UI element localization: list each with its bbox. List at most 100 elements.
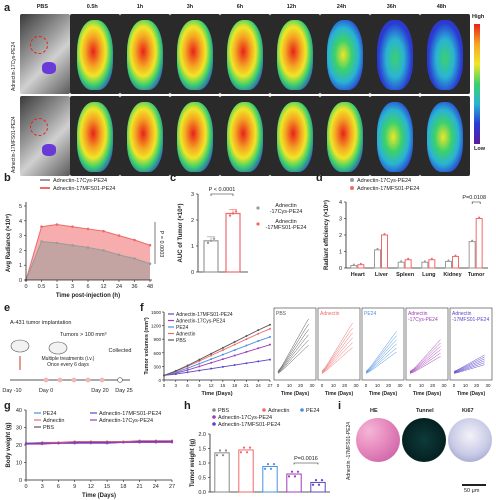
- legend-marker: [262, 408, 266, 412]
- mouse-heatmap: [177, 20, 213, 90]
- data-dot: [269, 467, 273, 470]
- data-point: [71, 225, 74, 229]
- mini-plot-frame: [405, 307, 449, 381]
- data-point: [57, 442, 60, 445]
- mouse-heatmap: [327, 20, 363, 90]
- data-point: [73, 442, 76, 445]
- data-dot: [447, 259, 450, 262]
- x-tick-label: 9: [73, 484, 76, 490]
- data-dot: [266, 463, 270, 466]
- chart-d: Adnectin-17Cys-PE24 Adnectin-17MFS01-PE24…: [324, 178, 488, 278]
- data-dot: [317, 483, 321, 486]
- step-treatment-schedule: Once every 6 days: [47, 362, 89, 368]
- bar: [286, 473, 302, 493]
- data-dot: [296, 470, 300, 473]
- x-tick-label: 0: [24, 284, 27, 290]
- legend-label: Adnectin: [275, 203, 296, 209]
- data-dot: [206, 241, 210, 245]
- legend-marker: [212, 415, 216, 419]
- mini-plot-title: -17Cys-PE24: [408, 317, 438, 323]
- legend-label: PBS: [43, 425, 54, 431]
- bar: [381, 234, 388, 269]
- intensity-scale: [474, 24, 480, 144]
- step-implantation: A-431 tumor implantation: [10, 320, 71, 326]
- data-dot: [224, 449, 228, 452]
- legend-label: Adnectin-17MFS01-PE24: [357, 186, 419, 192]
- bar: [475, 218, 483, 269]
- data-dot: [234, 210, 238, 213]
- data-point: [233, 364, 236, 367]
- row1-label: Adnectin-17Cys-PE24: [11, 41, 17, 91]
- y-tick-label: 0: [158, 378, 161, 383]
- data-point: [257, 332, 260, 335]
- imaging-tile: [320, 96, 370, 176]
- imaging-tile: [270, 96, 320, 176]
- x-tick-label: 3: [175, 383, 178, 388]
- bar: [374, 249, 381, 269]
- mouse-heatmap: [427, 20, 463, 90]
- y-tick-label: 2: [19, 248, 22, 254]
- data-dot: [376, 247, 379, 250]
- y-tick-label: 1.5: [198, 447, 206, 453]
- individual-curve: [453, 354, 485, 372]
- panel-letter-a: a: [4, 2, 11, 14]
- y-tick-label: 3: [191, 192, 194, 198]
- legend-marker: [212, 408, 216, 412]
- data-point: [40, 225, 43, 229]
- data-dot: [248, 446, 252, 449]
- legend-marker: [212, 422, 216, 426]
- data-point: [133, 257, 136, 260]
- y-tick-label: 5: [19, 204, 22, 210]
- legend-label: PE24: [176, 325, 188, 331]
- individual-curve: [409, 356, 441, 374]
- data-dot: [242, 446, 246, 449]
- panel-letter-h: h: [184, 400, 191, 412]
- mini-x-tick-label: 30: [485, 383, 491, 388]
- data-point: [186, 367, 189, 370]
- x-tick-label: 12: [209, 383, 215, 388]
- x-axis-label: Time (Days): [201, 391, 232, 397]
- imaging-tile: [270, 14, 320, 94]
- bar: [404, 259, 412, 269]
- y-tick-label: 0: [19, 478, 22, 484]
- individual-curve: [321, 337, 353, 373]
- data-point: [148, 262, 152, 266]
- x-axis-label: Time post-injection (h): [56, 293, 120, 299]
- data-point: [186, 364, 189, 367]
- legend-label: Adnectin-17MFS01-PE24: [176, 312, 233, 318]
- stain-title: Tunnel: [416, 408, 434, 414]
- y-tick-label: 1: [339, 250, 342, 256]
- step-collected: Collected: [109, 348, 132, 354]
- legend-label: Adnectin-17Cys-PE24: [53, 178, 107, 184]
- mini-x-tick-label: 30: [397, 383, 403, 388]
- x-tick-label: 27: [267, 383, 273, 388]
- x-axis-label: Time (Days): [82, 493, 116, 499]
- mini-plot-frame: [449, 307, 493, 381]
- legend-label: PBS: [176, 338, 187, 344]
- individual-curve: [453, 362, 485, 374]
- mini-plot-title: Adnectin: [452, 311, 472, 317]
- y-tick-label: 2: [191, 218, 194, 224]
- panel-letter-i: i: [338, 400, 342, 412]
- imaging-tile: [220, 96, 270, 176]
- data-point: [86, 246, 90, 249]
- data-dot: [320, 479, 324, 482]
- data-dot: [215, 454, 219, 457]
- y-axis-label: Radiant efficiency (×10⁸): [324, 200, 330, 270]
- data-point: [154, 441, 157, 444]
- y-axis-label: AUC of Tumor (×10⁸): [178, 204, 184, 263]
- mouse-heatmap: [327, 102, 363, 172]
- panel-letter-c: c: [170, 172, 177, 184]
- data-point: [210, 361, 213, 364]
- individual-curve: [321, 322, 353, 372]
- chart-g: 0 10 20 30 40 0 3 6 9 12 15 18 21 24 27 Time (Days) Body…: [6, 408, 175, 499]
- step-tumor-size: Tumors > 100 mm³: [60, 332, 107, 338]
- x-tick-label: 0: [163, 383, 166, 388]
- legend-label: -17Cys-PE24: [270, 209, 303, 215]
- data-dot: [314, 479, 318, 482]
- histology-image: [402, 418, 446, 462]
- mini-plot-title: PE24: [364, 311, 376, 317]
- panel-letter-f: f: [140, 302, 144, 314]
- x-tick-label: 27: [169, 484, 175, 490]
- mini-x-tick-label: 0: [365, 383, 368, 388]
